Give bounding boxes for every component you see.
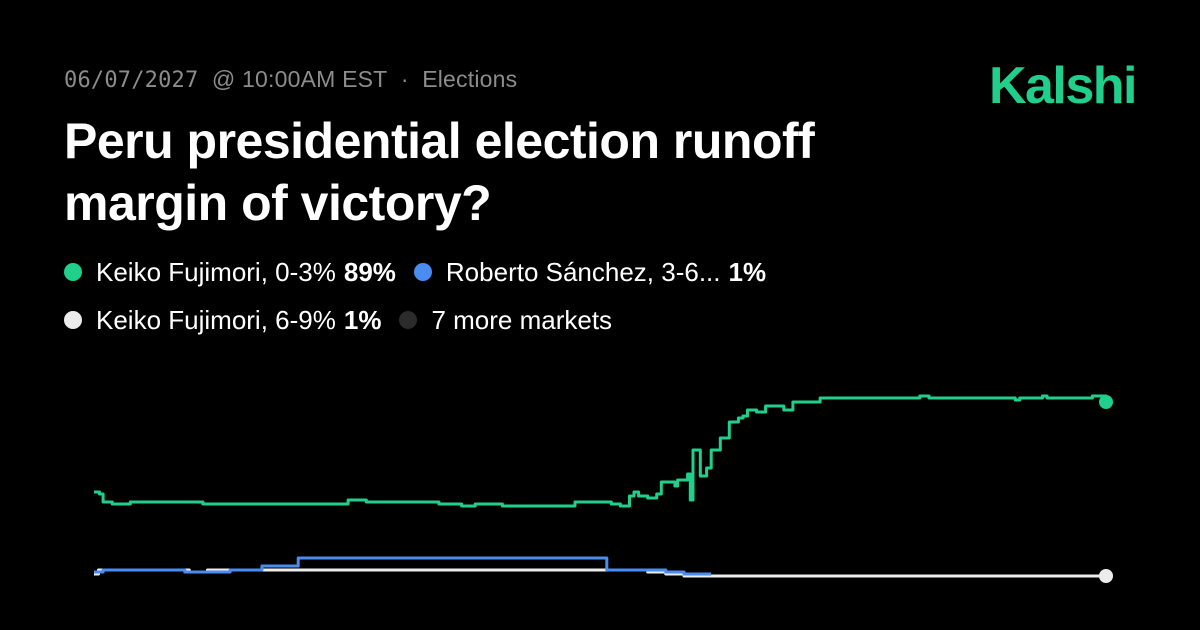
legend-label: 7 more markets [431,304,613,335]
chart-legend: Keiko Fujimori, 0-3% 89% Roberto Sánchez… [64,248,964,344]
legend-dot-icon [399,311,418,329]
legend-row-1: Keiko Fujimori, 0-3% 89% Roberto Sánchez… [64,248,964,296]
legend-item-keiko-0-3[interactable]: Keiko Fujimori, 0-3% 89% [64,257,396,288]
legend-value: 89% [343,256,396,287]
legend-item-roberto-3-6[interactable]: Roberto Sánchez, 3-6... 1% [413,256,767,288]
legend-value: 1% [728,256,767,287]
series-line-0 [94,394,1108,508]
legend-label: Keiko Fujimori, 0-3% [96,256,336,287]
legend-dot-icon [64,311,82,329]
series-end-point-2 [1099,569,1113,583]
legend-item-more-markets[interactable]: 7 more markets [399,305,612,336]
series-line-2 [94,568,1106,578]
legend-value: 1% [343,304,382,335]
market-date: 06/07/2027 [64,68,199,93]
legend-dot-icon [413,263,432,281]
legend-item-keiko-6-9[interactable]: Keiko Fujimori, 6-9% 1% [64,305,381,336]
series-line-1 [94,556,712,576]
market-time: @ 10:00AM EST [211,66,388,92]
meta-separator: · [400,66,409,92]
legend-label: Keiko Fujimori, 6-9% [96,304,336,335]
market-title: Peru presidential election runoff margin… [64,110,984,234]
market-meta: 06/07/2027 @ 10:00AM EST · Elections [64,66,517,93]
legend-label: Roberto Sánchez, 3-6... [445,256,721,287]
title-line-1: Peru presidential election runoff [64,113,815,169]
title-line-2: margin of victory? [64,175,492,231]
legend-dot-icon [64,263,82,281]
market-category[interactable]: Elections [422,66,518,92]
series-end-point-0 [1099,395,1113,409]
legend-row-2: Keiko Fujimori, 6-9% 1% 7 more markets [64,296,964,344]
kalshi-logo[interactable]: Kalshi [988,57,1138,115]
